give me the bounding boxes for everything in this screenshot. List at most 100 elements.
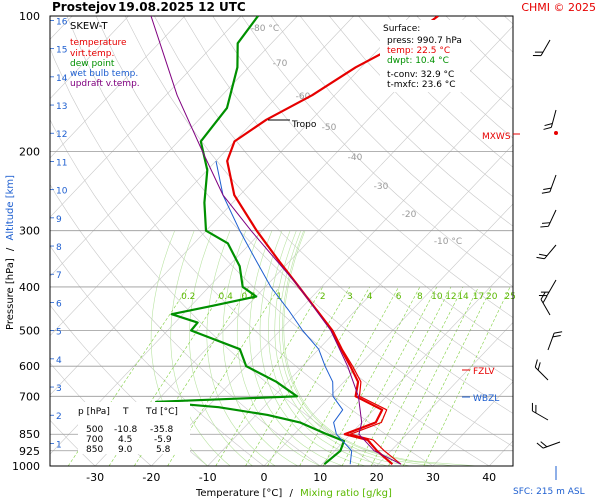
mixing-ratio-label: 6 — [396, 292, 402, 302]
levels-row-td: -35.8 — [150, 425, 174, 435]
fzlv-label: FZLV — [473, 367, 495, 377]
isotherm-label: -40 — [348, 153, 363, 163]
sfc-label: SFC: 215 m ASL — [513, 487, 585, 497]
moist-adiabat-line — [170, 230, 231, 466]
isotherm-line — [50, 16, 354, 337]
wind-barb-flag — [540, 441, 548, 448]
wind-barb-staff — [549, 174, 557, 193]
series-virt-temp--line — [316, 309, 402, 465]
temperature-tick-label: -30 — [86, 471, 104, 484]
legend-wet-bulb: wet bulb temp. — [70, 69, 138, 79]
tropo-label: Tropo — [291, 120, 317, 130]
wind-barb — [543, 109, 557, 130]
isotherm-line — [50, 16, 298, 277]
legend-temperature: temperature — [70, 38, 127, 48]
isotherm-label: -60 — [296, 92, 311, 102]
wind-barb-flag — [540, 292, 546, 300]
isotherm-line — [376, 321, 513, 466]
wind-barb-staff — [547, 209, 557, 227]
mixing-ratio-line — [423, 286, 511, 466]
dry-adiabat-line — [241, 16, 513, 288]
wind-barb — [532, 39, 551, 57]
altitude-tick-label: 1 — [56, 440, 62, 450]
x-axis-label-mixing-ratio: Mixing ratio [g/kg] — [300, 488, 392, 499]
isotherm-label: -20 — [402, 210, 417, 220]
mixing-ratio-label: 20 — [486, 292, 498, 302]
x-axis-label-temperature: Temperature [°C] — [195, 488, 282, 499]
pressure-tick-label: 1000 — [12, 460, 40, 473]
dry-adiabat-line — [154, 16, 513, 382]
levels-row-p: 700 — [86, 435, 103, 445]
temperature-tick-label: 20 — [370, 471, 384, 484]
wind-barb — [547, 331, 563, 351]
isotherm-line — [546, 16, 600, 466]
y-axis-title: Pressure [hPa] / Altitude [km] — [5, 175, 16, 330]
levels-row-p: 850 — [86, 445, 103, 455]
mixing-ratio-line — [299, 286, 399, 466]
mixing-ratio-line — [370, 286, 464, 466]
temperature-tick-label: -10 — [199, 471, 217, 484]
datetime-title: 19.08.2025 12 UTC — [118, 0, 246, 14]
mixing-ratio-label: 0.2 — [181, 292, 195, 302]
dry-adiabat-line — [329, 16, 513, 197]
legend-virt-temp: virt.temp. — [70, 49, 114, 59]
surface-tmxfc: t-mxfc: 23.6 °C — [387, 80, 456, 90]
x-axis-sep: / — [290, 488, 294, 499]
altitude-tick-label: 15 — [56, 46, 67, 56]
temperature-tick-label: 0 — [261, 471, 268, 484]
isotherm-line — [151, 84, 513, 466]
series-wet-bulb-temp--line — [215, 160, 353, 465]
wind-barb-flag — [540, 291, 550, 293]
isotherm-line — [50, 16, 242, 218]
levels-header-td: Td [°C] — [145, 407, 178, 417]
moist-adiabat-line — [274, 230, 411, 466]
moist-adiabat-line — [222, 230, 298, 466]
legend-title: SKEW-T — [70, 21, 108, 32]
wind-barb — [540, 209, 557, 228]
dry-adiabat-line — [533, 16, 600, 466]
mixing-ratio-line — [357, 286, 452, 466]
dry-adiabat-line — [50, 183, 321, 466]
credit-label: CHMI © 2025 — [521, 1, 596, 14]
altitude-tick-label: 4 — [56, 356, 62, 366]
wind-barb-staff — [542, 441, 561, 449]
mxws-label: MXWS — [482, 132, 511, 142]
altitude-tick-label: 12 — [56, 130, 67, 140]
mixing-ratio-label: 0.4 — [218, 292, 233, 302]
mixing-ratio-label: 8 — [417, 292, 423, 302]
altitude-tick-label: 8 — [56, 243, 62, 253]
dry-adiabat-line — [212, 16, 513, 318]
pressure-tick-label: 850 — [19, 428, 40, 441]
levels-header-p: p [hPa] — [78, 407, 110, 417]
wind-barb — [538, 279, 557, 297]
pressure-tick-label: 400 — [19, 281, 40, 294]
chart-annotations — [268, 119, 520, 398]
isotherm-line — [320, 262, 513, 466]
mixing-ratio-label: 10 — [431, 292, 443, 302]
dry-adiabat-line — [270, 16, 513, 257]
surface-press: press: 990.7 hPa — [387, 36, 462, 46]
isotherm-label: -10 °C — [434, 237, 462, 247]
levels-row-td: 5.8 — [156, 445, 171, 455]
wind-barb-flag — [542, 222, 551, 224]
wind-barb-flag — [542, 295, 548, 304]
station-title: Prostejov — [52, 0, 116, 14]
isotherm-line — [50, 16, 129, 100]
y-axis-label-pressure: Pressure [hPa] — [5, 258, 16, 330]
wind-barb — [541, 174, 557, 194]
pressure-tick-label: 200 — [19, 145, 40, 158]
isotherm-line — [432, 381, 513, 466]
mixing-ratio-line — [402, 286, 492, 466]
temperature-tick-label: 40 — [482, 471, 496, 484]
wind-barb-flag — [554, 331, 563, 334]
wind-barb-staff — [546, 279, 557, 296]
wind-barb-staff — [534, 366, 549, 381]
mixing-ratio-line — [341, 286, 438, 466]
mixing-ratio-line — [245, 286, 351, 466]
wind-barb-flag — [532, 55, 542, 57]
levels-row-p: 500 — [86, 425, 103, 435]
isotherm-line — [50, 16, 411, 396]
pressure-tick-label: 925 — [19, 445, 40, 458]
isotherm-line — [50, 16, 186, 159]
isotherm-label: -30 — [374, 182, 389, 192]
